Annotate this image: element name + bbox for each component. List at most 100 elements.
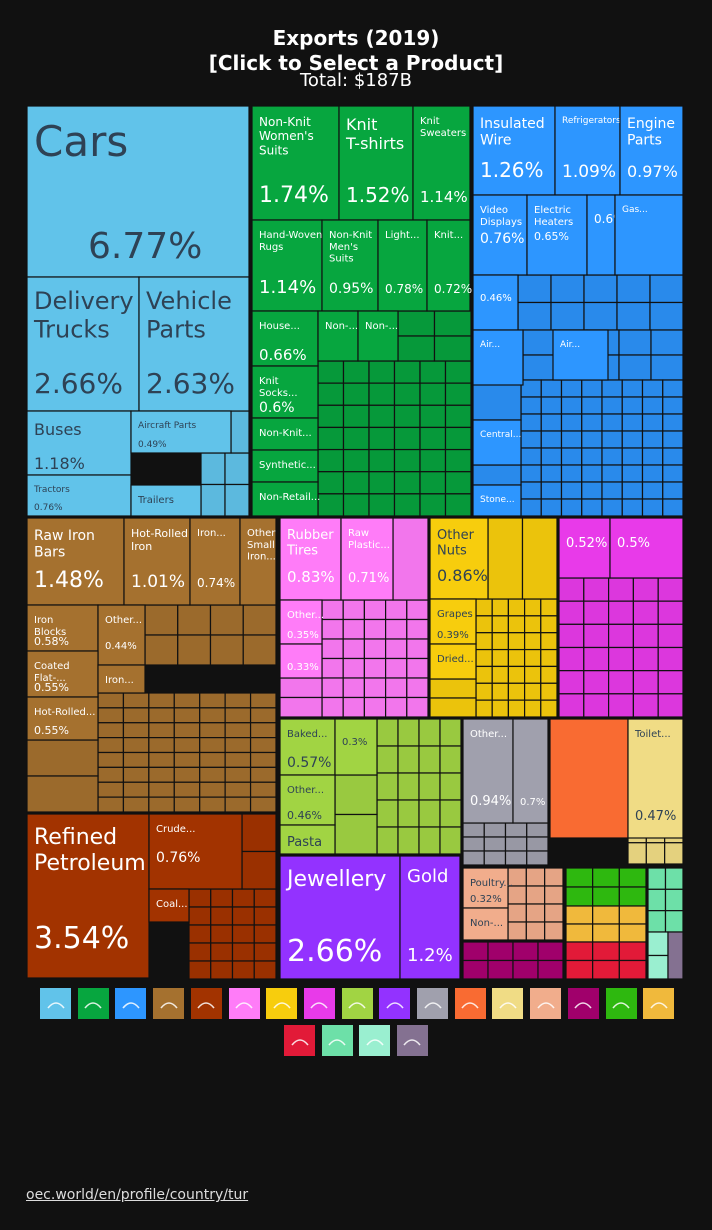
tile-textiles[interactable] [317, 471, 345, 495]
tile-instruments[interactable] [483, 850, 507, 866]
tile-metals[interactable] [242, 634, 277, 666]
tile-metals[interactable] [224, 707, 252, 724]
tile-foodstuffs[interactable] [397, 772, 420, 801]
tile-miscellaneous[interactable] [664, 842, 684, 865]
tile-machines[interactable] [581, 413, 603, 432]
tile-foodstuffs[interactable] [439, 772, 462, 801]
tile-textiles[interactable] [368, 404, 396, 429]
tile-instruments[interactable] [483, 836, 507, 852]
tile-textiles[interactable] [444, 382, 472, 406]
tile-foodstuffs[interactable] [418, 718, 441, 747]
tile-plastics[interactable] [363, 677, 387, 699]
tile-vegetable[interactable] [475, 648, 493, 668]
tile-metals[interactable] [249, 722, 277, 739]
tile-metals[interactable] [173, 796, 201, 813]
tile-metals[interactable] [242, 604, 277, 636]
tile-instruments[interactable] [462, 850, 485, 866]
tile-transportation[interactable] [26, 410, 132, 476]
tile-plastics[interactable] [406, 677, 429, 699]
tile-metals[interactable] [97, 751, 125, 768]
tile-vegetable[interactable] [507, 699, 526, 718]
tile-chemicals[interactable] [607, 600, 634, 625]
tile-textiles[interactable] [317, 493, 345, 517]
tile-plastics[interactable] [406, 599, 429, 621]
tile-vegetable[interactable] [523, 598, 542, 617]
tile-animal-fats[interactable] [565, 886, 594, 907]
tile-metals[interactable] [249, 737, 277, 754]
tile-animal-fats[interactable] [592, 886, 620, 907]
tile-machines[interactable] [472, 464, 522, 486]
tile-metals[interactable] [189, 517, 241, 606]
tile-vegetable[interactable] [523, 665, 542, 684]
tile-plastics[interactable] [385, 618, 408, 640]
tile-chemicals[interactable] [558, 646, 585, 672]
tile-textiles[interactable] [426, 219, 471, 312]
tile-vegetable[interactable] [523, 632, 542, 651]
tile-machines[interactable] [540, 379, 563, 398]
legend-swatch-chemicals[interactable] [303, 988, 335, 1019]
tile-metals[interactable] [249, 751, 277, 768]
tile-metals[interactable] [224, 766, 252, 783]
tile-transportation[interactable] [224, 483, 250, 517]
tile-machines[interactable] [560, 379, 583, 398]
tile-metals[interactable] [177, 634, 212, 666]
tile-textiles[interactable] [317, 448, 345, 473]
tile-animal[interactable] [462, 907, 509, 941]
tile-plastics[interactable] [342, 599, 366, 621]
tile-metals[interactable] [249, 766, 277, 783]
tile-metals[interactable] [97, 737, 125, 754]
tile-instruments[interactable] [504, 822, 528, 838]
tile-arts[interactable] [647, 931, 669, 957]
tile-chemicals[interactable] [558, 693, 585, 718]
legend-swatch-animal[interactable] [530, 988, 562, 1019]
tile-machines[interactable] [560, 396, 583, 415]
tile-plastics[interactable] [321, 599, 344, 621]
tile-vegetable[interactable] [491, 648, 510, 668]
tile-foodstuffs[interactable] [376, 772, 399, 801]
tile-mineral[interactable] [148, 813, 243, 890]
tile-machines[interactable] [641, 464, 664, 483]
tile-wood[interactable] [664, 910, 684, 933]
tile-mineral[interactable] [210, 888, 234, 908]
tile-animal-fats[interactable] [618, 867, 647, 888]
tile-animal-fats[interactable] [618, 886, 647, 907]
tile-foodstuffs[interactable] [439, 826, 462, 855]
tile-animal[interactable] [544, 921, 564, 941]
tile-vegetable[interactable] [487, 517, 524, 600]
tile-plastics[interactable] [321, 638, 344, 660]
tile-mineral[interactable] [188, 906, 212, 926]
tile-foodstuffs[interactable] [418, 745, 441, 774]
tile-foodstuffs[interactable] [334, 718, 378, 776]
tile-machines[interactable] [601, 498, 623, 517]
tile-foodstuffs[interactable] [376, 745, 399, 774]
tile-machines[interactable] [520, 447, 542, 466]
tile-plastics[interactable] [279, 696, 323, 718]
tile-foodstuffs[interactable] [397, 799, 420, 828]
legend-swatch-miscellaneous[interactable] [492, 988, 524, 1019]
tile-vegetable[interactable] [475, 682, 493, 701]
tile-metals[interactable] [26, 650, 99, 698]
tile-metals[interactable] [144, 604, 179, 636]
tile-textiles[interactable] [251, 449, 319, 483]
tile-paper[interactable] [592, 905, 620, 925]
tile-foodstuffs[interactable] [334, 774, 378, 816]
tile-plastics[interactable] [342, 696, 366, 718]
tile-plastics[interactable] [363, 657, 387, 679]
tile-machines[interactable] [583, 274, 618, 304]
tile-textiles[interactable] [433, 335, 472, 362]
tile-instruments[interactable] [462, 836, 485, 852]
tile-textiles[interactable] [393, 404, 421, 429]
tile-textiles[interactable] [419, 471, 447, 495]
tile-chemicals[interactable] [632, 670, 659, 695]
tile-machines[interactable] [520, 481, 542, 500]
tile-footwear[interactable] [487, 941, 514, 962]
tile-foodstuffs[interactable] [376, 718, 399, 747]
tile-arts[interactable] [647, 954, 669, 980]
tile-machines[interactable] [472, 484, 522, 517]
tile-chemicals[interactable] [607, 646, 634, 672]
tile-machines[interactable] [621, 379, 644, 398]
tile-textiles[interactable] [251, 105, 340, 221]
tile-animal[interactable] [525, 867, 546, 887]
tile-metals[interactable] [148, 766, 175, 783]
tile-textiles[interactable] [368, 448, 396, 473]
